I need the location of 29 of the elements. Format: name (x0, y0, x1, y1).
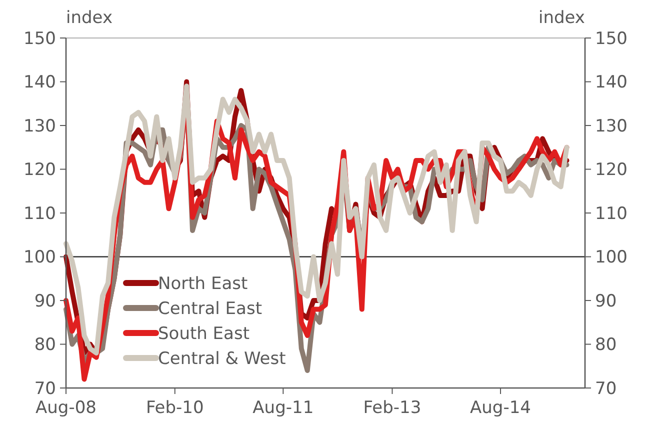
y2-tick-label: 100 (595, 248, 628, 268)
x-tick-label: Feb-13 (363, 398, 422, 418)
x-tick-label: Feb-10 (146, 398, 204, 418)
y2-tick-label: 140 (595, 72, 628, 93)
y-tick-label: 110 (24, 204, 56, 224)
y2-tick-label: 90 (595, 291, 617, 312)
legend-label: Central & West (158, 349, 286, 369)
y-axis-title: index (66, 8, 113, 28)
legend-label: North East (158, 274, 248, 294)
y2-axis-title: index (538, 8, 585, 28)
x-tick-label: Aug-08 (36, 398, 96, 418)
y2-tick-label: 80 (595, 335, 617, 356)
y2-tick-label: 150 (595, 28, 628, 49)
y2-tick-label: 110 (595, 204, 628, 224)
x-tick-label: Aug-14 (470, 398, 531, 418)
y-tick-label: 80 (34, 335, 56, 356)
y2-tick-label: 130 (595, 116, 628, 136)
x-tick-label: Aug-11 (252, 398, 314, 418)
y2-tick-label: 120 (595, 160, 628, 180)
y-tick-label: 100 (24, 248, 56, 268)
legend-label: South East (158, 324, 250, 344)
y2-tick-label: 70 (595, 378, 617, 399)
y-tick-label: 120 (24, 160, 56, 180)
y-tick-label: 130 (24, 116, 56, 136)
y-tick-label: 140 (24, 72, 56, 93)
y-tick-label: 150 (24, 28, 56, 49)
legend-label: Central East (158, 299, 262, 319)
y-tick-label: 90 (34, 291, 56, 312)
y-tick-label: 70 (34, 378, 56, 399)
